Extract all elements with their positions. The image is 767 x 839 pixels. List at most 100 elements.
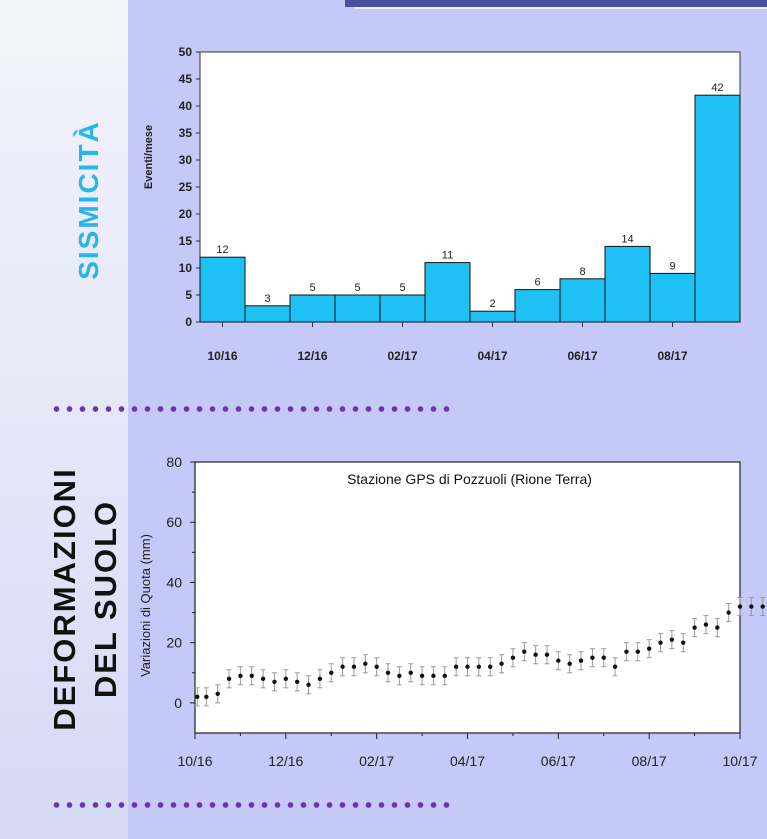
y-tick-label: 45 xyxy=(179,72,193,86)
data-point xyxy=(544,652,550,657)
y-tick-label: 20 xyxy=(166,635,182,651)
data-point xyxy=(419,673,425,678)
bar-data-label: 5 xyxy=(399,282,405,294)
y-tick-label: 25 xyxy=(179,180,193,194)
data-point xyxy=(703,622,709,627)
data-point xyxy=(195,694,200,700)
dotted-separator-bottom xyxy=(50,802,450,808)
x-tick-label: 02/17 xyxy=(387,349,417,363)
x-tick-label: 06/17 xyxy=(567,349,597,363)
bar-data-label: 42 xyxy=(711,82,723,94)
y-tick-label: 5 xyxy=(185,288,192,302)
x-tick-label: 02/17 xyxy=(359,753,394,769)
y-tick-label: 0 xyxy=(174,695,182,711)
y-tick-label: 35 xyxy=(179,126,193,140)
data-point xyxy=(692,625,697,630)
x-tick-label: 12/16 xyxy=(297,349,327,363)
ground-deformation-chart: Stazione GPS di Pozzuoli (Rione Terra)02… xyxy=(138,454,765,769)
bar xyxy=(244,305,291,323)
bar xyxy=(694,94,741,323)
data-point xyxy=(204,694,209,700)
section-label-seismicity: SISMICITÀ xyxy=(73,120,104,280)
data-point xyxy=(351,664,357,669)
data-point xyxy=(385,670,391,675)
data-point xyxy=(612,664,618,669)
data-point xyxy=(658,640,663,645)
data-point xyxy=(760,604,765,609)
y-tick-label: 60 xyxy=(166,514,182,530)
y-tick-label: 20 xyxy=(179,207,193,221)
bar xyxy=(469,310,516,323)
bar-data-label: 11 xyxy=(442,250,453,262)
data-point xyxy=(510,655,516,660)
y-tick-label: 50 xyxy=(179,45,193,59)
data-point xyxy=(249,673,254,678)
bar-data-label: 5 xyxy=(354,282,360,294)
data-point xyxy=(465,664,470,669)
bar-data-label: 5 xyxy=(309,282,315,294)
data-point xyxy=(590,655,595,660)
section-label-deformation-line2: DEL SUOLO xyxy=(88,499,123,699)
bar xyxy=(649,272,696,323)
data-point xyxy=(749,604,754,609)
y-tick-label: 10 xyxy=(179,261,193,275)
bar xyxy=(379,294,426,323)
data-point xyxy=(329,670,334,675)
bar-data-label: 8 xyxy=(579,266,585,278)
bar xyxy=(604,245,651,323)
x-tick-label: 08/17 xyxy=(657,349,687,363)
data-point xyxy=(715,625,720,630)
data-point xyxy=(669,637,675,642)
data-point xyxy=(453,664,459,669)
data-point xyxy=(408,670,413,675)
section-label-deformation-line1: DEFORMAZIONI xyxy=(47,467,82,731)
data-point xyxy=(646,646,652,651)
x-tick-label: 06/17 xyxy=(541,753,576,769)
y-tick-label: 40 xyxy=(166,574,182,590)
y-tick-label: 80 xyxy=(166,454,182,470)
x-tick-label: 04/17 xyxy=(450,753,485,769)
x-tick-label: 10/16 xyxy=(177,753,212,769)
bar xyxy=(424,262,471,323)
data-point xyxy=(533,652,538,657)
data-point xyxy=(476,664,482,669)
data-point xyxy=(681,640,686,645)
data-point xyxy=(442,673,447,678)
y-tick-label: 30 xyxy=(179,153,193,167)
y-axis-label: Variazioni di Quota (mm) xyxy=(138,534,153,677)
bar-data-label: 3 xyxy=(264,293,270,305)
data-point xyxy=(283,676,289,681)
data-point xyxy=(340,664,345,669)
y-axis-label: Eventi/mese xyxy=(143,125,155,189)
bar-data-label: 9 xyxy=(669,260,675,272)
dotted-separator-top xyxy=(50,406,454,412)
data-point xyxy=(226,676,232,681)
data-point xyxy=(624,649,629,654)
top-accent-bar xyxy=(345,0,767,7)
x-tick-label: 08/17 xyxy=(632,753,667,769)
data-point xyxy=(578,658,584,663)
y-tick-label: 0 xyxy=(185,315,192,329)
data-point xyxy=(601,655,606,660)
x-tick-label: 10/16 xyxy=(207,349,237,363)
data-point xyxy=(272,679,277,685)
data-point xyxy=(635,649,641,654)
x-tick-label: 04/17 xyxy=(477,349,507,363)
top-accent-highlight xyxy=(355,7,767,9)
data-point xyxy=(431,673,436,678)
bar xyxy=(559,278,606,323)
chart-title: Stazione GPS di Pozzuoli (Rione Terra) xyxy=(347,471,592,487)
data-point xyxy=(726,610,731,615)
data-point xyxy=(294,679,300,685)
bar xyxy=(289,294,336,323)
y-tick-label: 15 xyxy=(179,234,193,248)
data-point xyxy=(238,673,243,678)
y-tick-label: 40 xyxy=(179,99,193,113)
data-point xyxy=(499,661,504,666)
data-point xyxy=(306,682,311,688)
data-point xyxy=(363,661,368,666)
x-tick-label: 12/16 xyxy=(268,753,303,769)
bar xyxy=(334,294,381,323)
bar-data-label: 6 xyxy=(534,277,540,289)
